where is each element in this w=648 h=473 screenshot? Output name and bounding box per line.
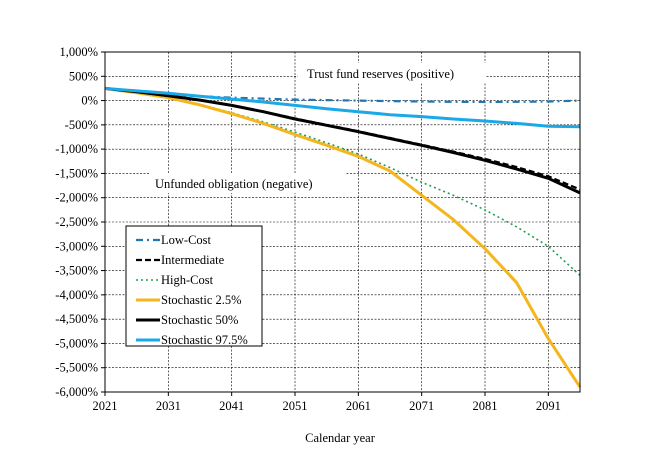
legend-label: Stochastic 97.5% — [161, 333, 248, 347]
annotation-bg-top — [298, 63, 486, 83]
y-tick-label: -1,500% — [55, 166, 98, 180]
x-tick-label: 2091 — [536, 399, 561, 413]
y-axis-ticks: 1,000% 500% 0% -500% -1,000% -1,500% -2,000% -2… — [55, 45, 105, 399]
series-line-stochastic-2-5- — [104, 86, 582, 388]
x-tick-label: 2041 — [219, 399, 244, 413]
y-tick-label: -4,500% — [55, 312, 98, 326]
x-axis-ticks: 2021 2031 2041 2051 2061 2071 2081 2091 — [93, 392, 561, 413]
y-tick-label: 1,000% — [59, 45, 98, 59]
x-tick-label: 2031 — [156, 399, 181, 413]
annotation-bg-bottom — [150, 173, 346, 193]
y-tick-label: 500% — [69, 69, 98, 83]
y-tick-label: 0% — [81, 94, 98, 108]
y-tick-label: -1,000% — [55, 142, 98, 156]
x-axis-label: Calendar year — [305, 431, 376, 445]
legend: Low-Cost Intermediate High-Cost Stochastic … — [125, 225, 263, 347]
legend-label: Low-Cost — [161, 233, 212, 247]
y-tick-label: -3,000% — [55, 239, 98, 253]
y-tick-label: -2,500% — [55, 215, 98, 229]
y-tick-label: -6,000% — [55, 385, 98, 399]
annotation-unfunded: Unfunded obligation (negative) — [155, 177, 313, 191]
y-tick-label: -5,500% — [55, 361, 98, 375]
series-line-stochastic-50- — [104, 86, 581, 195]
y-tick-label: -500% — [65, 118, 98, 132]
series-line-stochastic-97-5- — [104, 86, 581, 129]
y-tick-label: -4,000% — [55, 288, 98, 302]
y-tick-label: -2,000% — [55, 191, 98, 205]
x-tick-label: 2061 — [346, 399, 371, 413]
legend-box — [125, 225, 263, 347]
y-tick-label: -3,500% — [55, 264, 98, 278]
legend-label: Stochastic 50% — [161, 313, 238, 327]
x-tick-label: 2021 — [93, 399, 118, 413]
x-tick-label: 2071 — [409, 399, 434, 413]
x-tick-label: 2051 — [283, 399, 308, 413]
legend-label: High-Cost — [161, 273, 214, 287]
y-tick-label: -5,000% — [55, 336, 98, 350]
legend-label: Stochastic 2.5% — [161, 293, 242, 307]
x-tick-label: 2081 — [473, 399, 498, 413]
series-lines — [104, 86, 582, 388]
annotation-trust-fund: Trust fund reserves (positive) — [307, 67, 454, 81]
legend-label: Intermediate — [161, 253, 225, 267]
